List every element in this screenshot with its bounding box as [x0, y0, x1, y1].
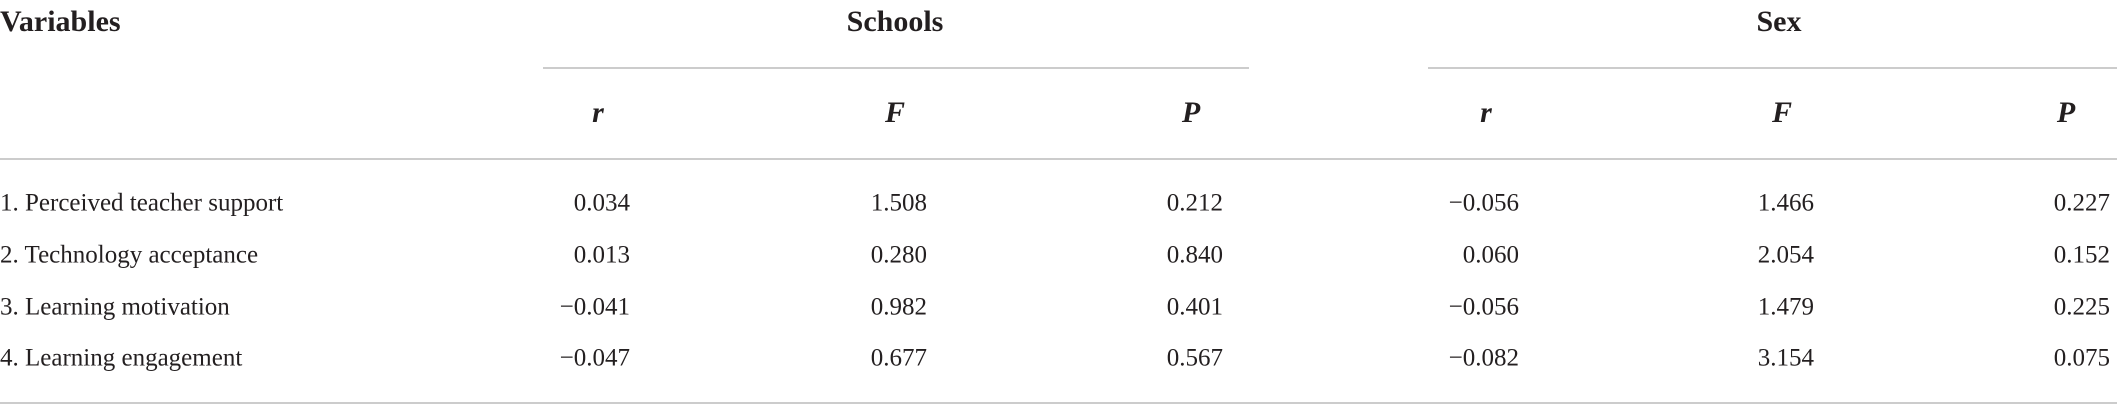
header-title: Variables — [0, 5, 121, 38]
column-header: r — [1480, 96, 1492, 129]
row-label: 3. Learning motivation — [0, 294, 230, 321]
cell-value: −0.056 — [1449, 294, 1519, 321]
cell-value: 0.013 — [574, 242, 630, 269]
row-label: 1. Perceived teacher support — [0, 190, 283, 217]
column-header: P — [2056, 96, 2076, 129]
cell-value: 0.567 — [1167, 345, 1223, 372]
cell-value: 0.227 — [2054, 190, 2110, 217]
group-header: Sex — [1757, 5, 1802, 38]
cell-value: 1.479 — [1758, 294, 1814, 321]
cell-value: 3.154 — [1758, 345, 1815, 372]
column-header: r — [592, 96, 604, 129]
column-header: F — [884, 96, 905, 129]
row-label: 4. Learning engagement — [0, 345, 242, 372]
cell-value: 0.152 — [2054, 242, 2110, 269]
cell-value: 1.508 — [871, 190, 927, 217]
cell-value: 0.060 — [1463, 242, 1519, 269]
cell-value: −0.041 — [560, 294, 630, 321]
column-header: P — [1181, 96, 1201, 129]
column-header: F — [1771, 96, 1792, 129]
cell-value: 0.982 — [871, 294, 927, 321]
cell-value: 2.054 — [1758, 242, 1815, 269]
cell-value: 0.225 — [2054, 294, 2110, 321]
cell-value: −0.056 — [1449, 190, 1519, 217]
cell-value: 0.034 — [574, 190, 631, 217]
cell-value: 0.212 — [1167, 190, 1223, 217]
cell-value: 0.401 — [1167, 294, 1223, 321]
row-label: 2. Technology acceptance — [0, 242, 258, 269]
cell-value: −0.082 — [1449, 345, 1519, 372]
cell-value: 0.075 — [2054, 345, 2110, 372]
cell-value: −0.047 — [560, 345, 630, 372]
cell-value: 0.677 — [871, 345, 927, 372]
cell-value: 0.280 — [871, 242, 927, 269]
group-header: Schools — [847, 5, 944, 38]
cell-value: 1.466 — [1758, 190, 1814, 217]
cell-value: 0.840 — [1167, 242, 1223, 269]
